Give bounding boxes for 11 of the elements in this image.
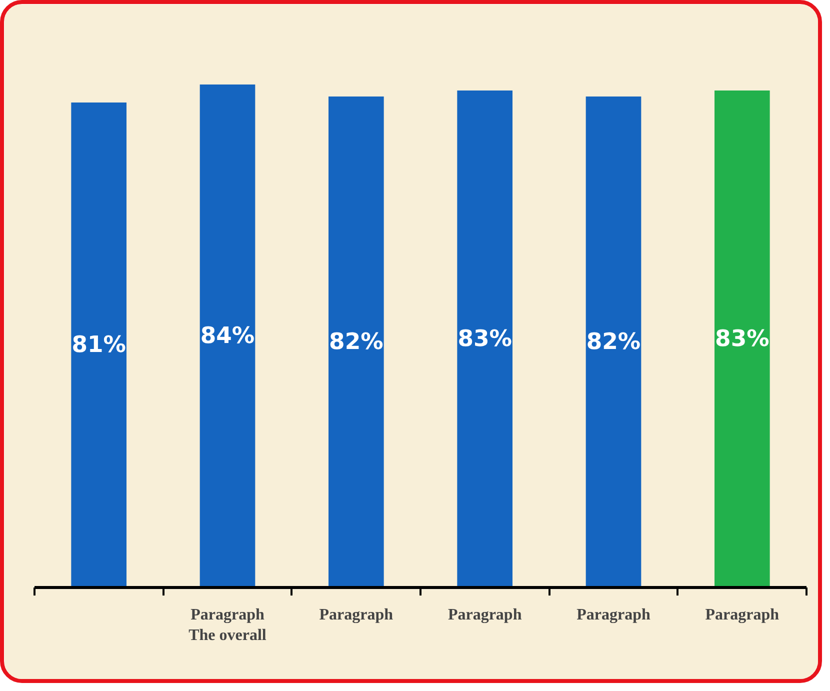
- data-label: 82%: [586, 328, 641, 355]
- x-tick-label: Paragraph: [705, 606, 780, 624]
- data-label: 81%: [72, 332, 126, 358]
- data-label: 83%: [715, 326, 770, 352]
- x-tick-label: Paragraph The overall: [188, 606, 267, 644]
- data-label: 82%: [329, 328, 384, 355]
- data-label: 83%: [458, 326, 512, 352]
- x-tick-label: Paragraph: [448, 606, 522, 624]
- data-label: 84%: [200, 323, 255, 349]
- x-tick-label: Paragraph: [576, 606, 650, 624]
- x-tick-label: Paragraph: [319, 606, 394, 624]
